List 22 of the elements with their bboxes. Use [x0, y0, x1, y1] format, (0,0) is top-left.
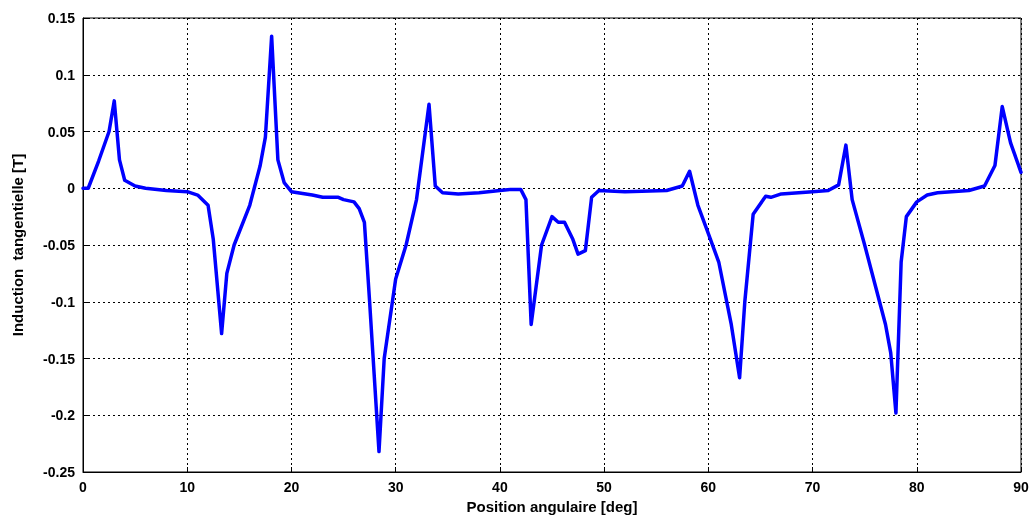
y-tick-label: 0.1: [55, 66, 76, 83]
x-tick-label: 0: [79, 479, 88, 495]
x-tick-label: 90: [1013, 479, 1029, 495]
x-tick-label: 30: [387, 479, 404, 495]
x-tick-label: 40: [492, 479, 508, 495]
x-tick-label: 20: [283, 479, 300, 495]
y-axis-title: Induction tangentielle [T]: [9, 153, 26, 337]
x-tick-label: 50: [596, 479, 613, 495]
x-axis-title: Position angulaire [deg]: [466, 497, 638, 515]
x-tick-label: 70: [804, 479, 821, 495]
y-tick-label: -0.2: [50, 407, 76, 424]
line-series: [81, 34, 1023, 454]
y-tick-label: -0.05: [43, 237, 76, 253]
y-tick-label: -0.15: [43, 350, 76, 367]
y-tick-label: -0.25: [43, 464, 76, 480]
x-tick-label: 80: [908, 479, 925, 495]
y-tick-label: 0: [67, 180, 76, 197]
y-tick-label: 0.05: [47, 123, 76, 140]
y-tick-label: -0.1: [50, 293, 76, 310]
x-tick-label: 60: [700, 479, 717, 495]
x-tick-label: 10: [179, 479, 196, 495]
y-tick-label: 0.15: [47, 10, 76, 26]
